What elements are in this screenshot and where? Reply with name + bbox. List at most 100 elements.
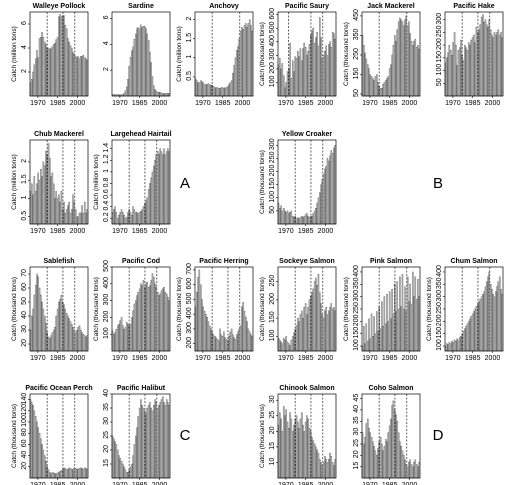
x-tick-label: 1985: [132, 228, 148, 235]
bar-1986: [306, 213, 308, 225]
bar-1983: [136, 427, 138, 479]
bar-1983: [469, 318, 471, 352]
bar-1983: [386, 78, 388, 97]
bar-1993: [482, 14, 484, 97]
x-tick-label: 2000: [70, 482, 86, 485]
bar-1965: [196, 80, 198, 97]
bar-1973: [456, 65, 458, 97]
bar-2000: [324, 310, 326, 352]
x-tick-label: 2000: [318, 100, 334, 107]
y-tick-label: 2: [103, 67, 110, 71]
bar-1982: [301, 60, 303, 97]
bar-1986: [140, 24, 142, 97]
bar-1973: [123, 215, 125, 225]
bar-1983: [136, 212, 138, 225]
bar-1967: [33, 176, 36, 225]
bar-1987: [307, 418, 309, 479]
bar-1983: [386, 441, 388, 479]
bar-1995: [317, 45, 320, 97]
bar-2003: [80, 467, 82, 479]
bar-1977: [128, 66, 130, 97]
bar-1983: [302, 424, 304, 479]
y-tick-label: 1: [103, 169, 110, 173]
bar-1971: [120, 317, 123, 352]
bar-2006: [83, 335, 86, 352]
bar-1974: [124, 469, 127, 479]
y-tick-label: 250: [436, 302, 443, 314]
bar-1986: [58, 472, 60, 479]
bar-1985: [221, 336, 224, 352]
bar-2006: [498, 34, 501, 97]
bar-1994: [400, 19, 402, 97]
y-tick-label: 6: [103, 15, 110, 19]
bar-1969: [368, 318, 370, 352]
bar-2004: [413, 461, 415, 479]
plot-frame: [444, 11, 504, 97]
panel-jack-mackerel: Jack Mackerel 1970 1985 2000 50 150 250 350 450C…: [343, 3, 421, 107]
bar-1969: [118, 215, 120, 225]
y-tick-label: 200: [436, 314, 443, 326]
y-axis-label: Catch (thousand tons): [259, 150, 266, 214]
x-tick-label: 1970: [362, 482, 378, 485]
bar-1990: [63, 467, 65, 479]
bar-1976: [293, 424, 295, 479]
bar-1992: [480, 296, 483, 352]
bar-1992: [65, 28, 68, 97]
x-tick-label: 1985: [132, 100, 148, 107]
bar-2004: [329, 155, 331, 225]
x-tick-label: 1970: [278, 355, 294, 362]
bar-1987: [307, 215, 309, 225]
bar-1977: [128, 469, 130, 479]
bar-1988: [60, 469, 63, 479]
panel-pacific-cod: Pacific Cod 1970 1985 2000 100 200 300 400 500Ca…: [93, 258, 171, 362]
bar-1999: [406, 466, 409, 479]
bar-1972: [288, 428, 290, 479]
bar-2004: [246, 27, 248, 97]
bar-2005: [330, 150, 333, 225]
bar-1984: [220, 334, 222, 352]
y-tick-label: 25: [269, 411, 276, 419]
bar-1988: [308, 428, 311, 479]
bar-2002: [493, 32, 496, 97]
bar-1966: [280, 341, 282, 352]
bar-1989: [62, 468, 64, 479]
bar-1970: [119, 320, 121, 352]
bar-1990: [395, 311, 397, 352]
bar-2002: [78, 468, 81, 479]
bar-1979: [297, 217, 299, 225]
bar-1999: [406, 276, 409, 352]
bar-1984: [303, 42, 305, 97]
bar-1997: [154, 399, 156, 479]
bar-1979: [297, 51, 299, 97]
bar-1966: [280, 68, 282, 97]
bar-1988: [142, 407, 145, 479]
bar-1982: [468, 321, 470, 352]
bar-1986: [306, 55, 308, 97]
bar-1974: [290, 78, 293, 97]
bar-1972: [205, 84, 207, 97]
bar-1967: [115, 444, 118, 479]
bar-1980: [132, 206, 134, 225]
bar-1980: [298, 56, 300, 97]
bar-1991: [146, 407, 149, 479]
y-tick-label: 50: [353, 89, 360, 97]
bar-1966: [197, 277, 199, 352]
x-tick-label: 2000: [152, 228, 168, 235]
bar-1991: [312, 28, 315, 97]
bar-2002: [160, 151, 163, 225]
bar-2007: [167, 93, 169, 97]
bar-1971: [120, 461, 123, 479]
bar-1983: [54, 198, 56, 225]
bar-2000: [491, 34, 493, 97]
bar-1967: [115, 328, 118, 352]
bar-1993: [399, 441, 401, 479]
y-tick-label: 35: [103, 403, 110, 411]
bar-1971: [38, 38, 41, 97]
bar-1973: [123, 328, 125, 352]
bar-2000: [408, 21, 410, 97]
bar-1995: [69, 321, 72, 352]
bar-1965: [446, 343, 448, 352]
bar-1994: [68, 467, 70, 479]
panel-title: Yellow Croaker: [282, 131, 332, 138]
